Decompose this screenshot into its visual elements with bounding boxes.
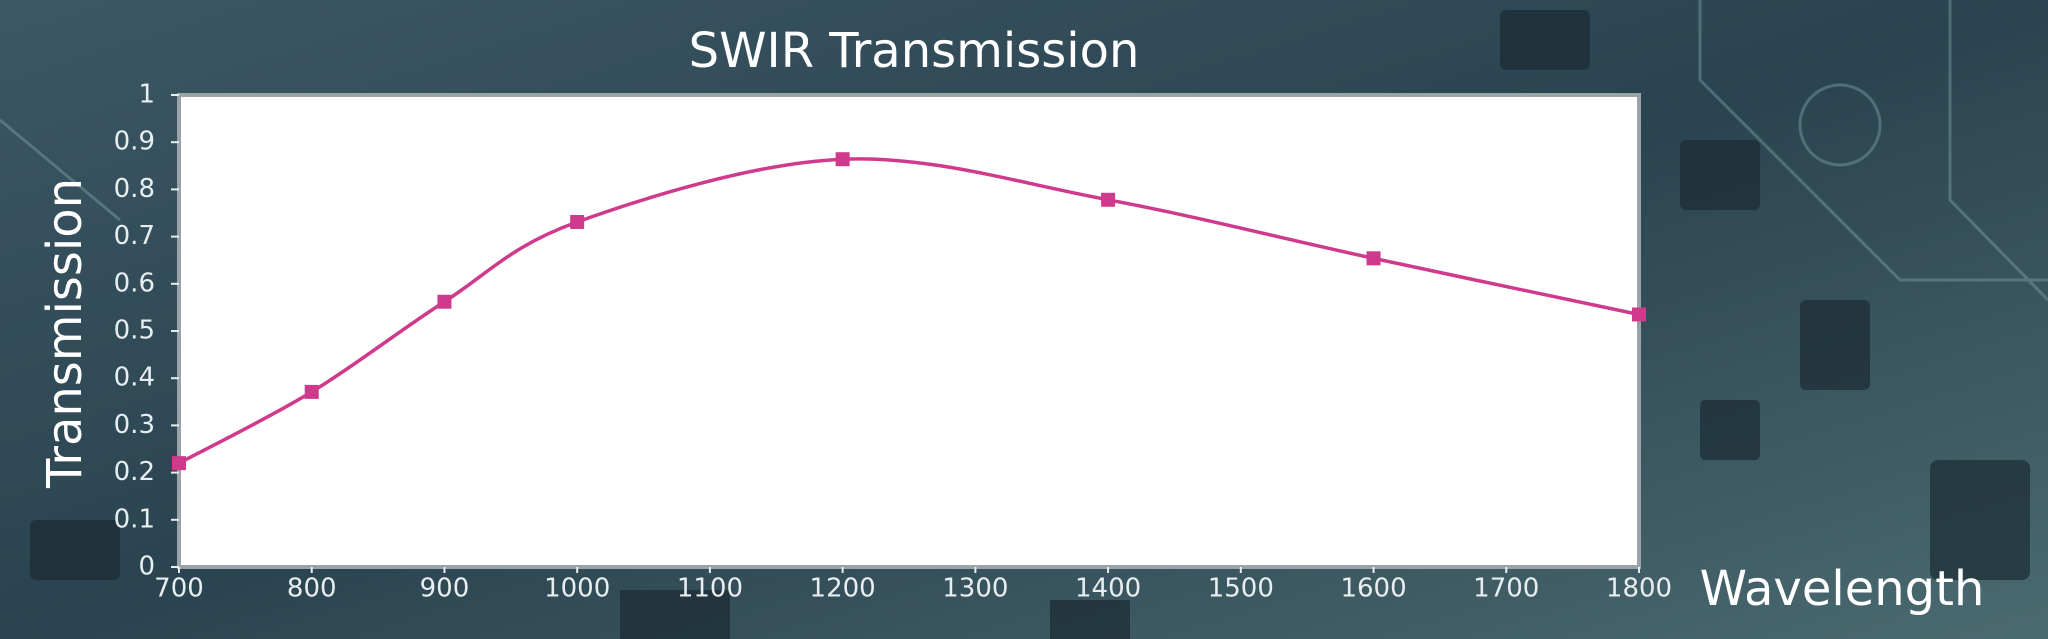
chart-title: SWIR Transmission — [689, 23, 1140, 79]
x-tick-label: 1300 — [942, 574, 1008, 604]
y-tick-label: 0.5 — [114, 316, 155, 346]
y-axis-label: Transmission — [37, 178, 93, 489]
x-tick-label: 1000 — [544, 574, 610, 604]
x-tick-label: 900 — [420, 574, 470, 604]
marker — [1101, 192, 1116, 207]
circuit-traces — [0, 0, 2048, 302]
y-tick-label: 0.9 — [114, 127, 155, 157]
marker — [437, 294, 452, 309]
marker — [570, 214, 585, 229]
x-tick-label: 800 — [287, 574, 337, 604]
plot-area — [177, 93, 1641, 569]
y-tick-label: 0 — [138, 552, 155, 582]
marker — [172, 456, 186, 471]
y-tick-label: 0.7 — [114, 221, 155, 251]
x-axis-label: Wavelength — [1700, 561, 1985, 617]
x-tick-label: 700 — [154, 574, 204, 604]
y-tick-label: 0.2 — [114, 457, 155, 487]
marker — [1632, 307, 1646, 322]
y-tick-label: 0.3 — [114, 410, 155, 440]
x-tick-label: 1700 — [1473, 574, 1539, 604]
x-tick-label: 1800 — [1606, 574, 1672, 604]
y-tick-label: 1 — [138, 80, 155, 110]
x-tick-label: 1400 — [1075, 574, 1141, 604]
y-tick-label: 0.1 — [114, 504, 155, 534]
circuit-decoration — [30, 10, 2030, 639]
y-tick-label: 0.4 — [114, 363, 155, 393]
marker — [1366, 251, 1381, 266]
y-tick-label: 0.8 — [114, 174, 155, 204]
marker — [304, 384, 319, 399]
x-tick-label: 1600 — [1340, 574, 1406, 604]
x-tick-label: 1200 — [810, 574, 876, 604]
marker — [835, 152, 850, 167]
x-tick-label: 1100 — [677, 574, 743, 604]
x-tick-label: 1500 — [1208, 574, 1274, 604]
y-tick-label: 0.6 — [114, 268, 155, 298]
